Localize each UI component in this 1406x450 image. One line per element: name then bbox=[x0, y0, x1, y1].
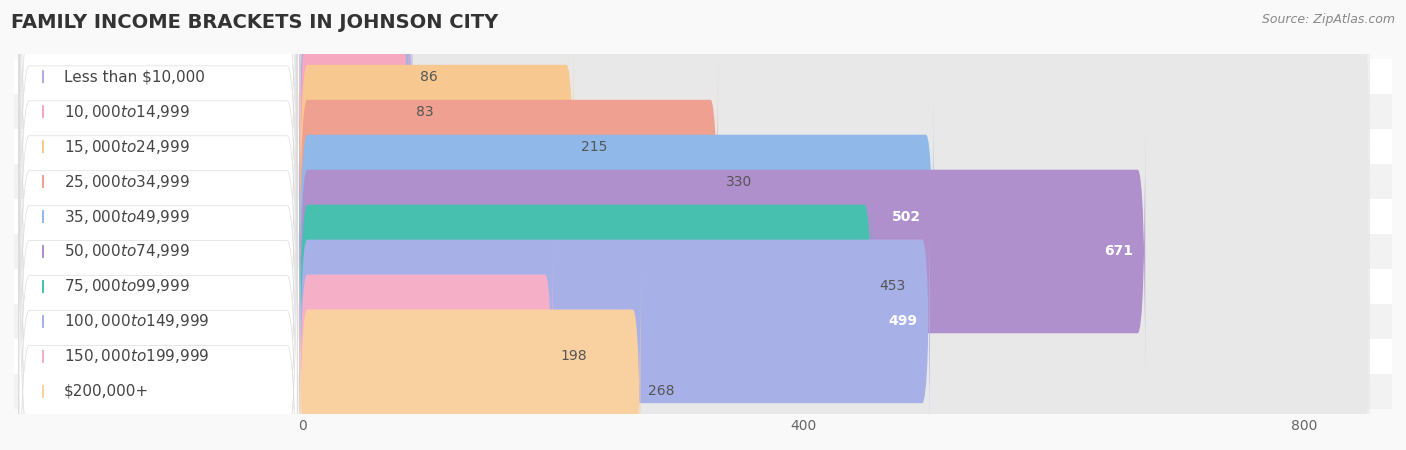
Text: $15,000 to $24,999: $15,000 to $24,999 bbox=[65, 138, 190, 156]
Text: FAMILY INCOME BRACKETS IN JOHNSON CITY: FAMILY INCOME BRACKETS IN JOHNSON CITY bbox=[11, 14, 499, 32]
FancyBboxPatch shape bbox=[299, 263, 1369, 450]
FancyBboxPatch shape bbox=[20, 53, 297, 450]
FancyBboxPatch shape bbox=[299, 229, 553, 450]
FancyBboxPatch shape bbox=[20, 0, 297, 450]
Text: Source: ZipAtlas.com: Source: ZipAtlas.com bbox=[1261, 14, 1395, 27]
Text: 453: 453 bbox=[880, 279, 905, 293]
FancyBboxPatch shape bbox=[299, 0, 1369, 205]
Text: 671: 671 bbox=[1104, 244, 1133, 258]
FancyBboxPatch shape bbox=[299, 0, 1369, 239]
Text: $50,000 to $74,999: $50,000 to $74,999 bbox=[65, 243, 190, 261]
Text: $25,000 to $34,999: $25,000 to $34,999 bbox=[65, 172, 190, 190]
FancyBboxPatch shape bbox=[20, 158, 297, 450]
FancyBboxPatch shape bbox=[299, 124, 1369, 379]
Text: $75,000 to $99,999: $75,000 to $99,999 bbox=[65, 278, 190, 296]
Text: $10,000 to $14,999: $10,000 to $14,999 bbox=[65, 103, 190, 121]
Bar bbox=[14, 59, 1392, 94]
FancyBboxPatch shape bbox=[20, 122, 297, 450]
FancyBboxPatch shape bbox=[299, 19, 1369, 274]
Text: 502: 502 bbox=[891, 210, 921, 224]
Text: 499: 499 bbox=[889, 315, 917, 328]
FancyBboxPatch shape bbox=[299, 54, 1369, 310]
Text: 215: 215 bbox=[582, 140, 607, 153]
FancyBboxPatch shape bbox=[299, 89, 1369, 344]
Bar bbox=[14, 199, 1392, 234]
Text: $200,000+: $200,000+ bbox=[65, 384, 149, 399]
Bar bbox=[14, 304, 1392, 339]
Bar bbox=[14, 234, 1392, 269]
Text: 330: 330 bbox=[725, 175, 752, 189]
FancyBboxPatch shape bbox=[299, 89, 934, 344]
FancyBboxPatch shape bbox=[299, 19, 574, 274]
Bar bbox=[14, 164, 1392, 199]
Text: Less than $10,000: Less than $10,000 bbox=[65, 69, 205, 84]
FancyBboxPatch shape bbox=[299, 194, 1369, 449]
Text: $150,000 to $199,999: $150,000 to $199,999 bbox=[65, 347, 209, 365]
FancyBboxPatch shape bbox=[299, 0, 412, 205]
FancyBboxPatch shape bbox=[299, 194, 929, 449]
FancyBboxPatch shape bbox=[299, 124, 1144, 379]
FancyBboxPatch shape bbox=[299, 263, 640, 450]
FancyBboxPatch shape bbox=[20, 0, 297, 415]
FancyBboxPatch shape bbox=[20, 0, 297, 380]
Bar bbox=[14, 129, 1392, 164]
FancyBboxPatch shape bbox=[20, 88, 297, 450]
Text: 198: 198 bbox=[560, 349, 586, 363]
FancyBboxPatch shape bbox=[20, 0, 297, 310]
FancyBboxPatch shape bbox=[299, 54, 718, 310]
Text: 83: 83 bbox=[416, 105, 434, 119]
FancyBboxPatch shape bbox=[299, 158, 872, 414]
Text: $35,000 to $49,999: $35,000 to $49,999 bbox=[65, 207, 190, 225]
FancyBboxPatch shape bbox=[20, 18, 297, 450]
FancyBboxPatch shape bbox=[299, 158, 1369, 414]
Bar bbox=[14, 374, 1392, 409]
Bar bbox=[14, 94, 1392, 129]
Bar bbox=[14, 269, 1392, 304]
Bar bbox=[14, 339, 1392, 374]
FancyBboxPatch shape bbox=[299, 0, 409, 239]
Text: 86: 86 bbox=[420, 70, 437, 84]
FancyBboxPatch shape bbox=[20, 0, 297, 346]
Text: $100,000 to $149,999: $100,000 to $149,999 bbox=[65, 312, 209, 330]
FancyBboxPatch shape bbox=[299, 229, 1369, 450]
Text: 268: 268 bbox=[648, 384, 675, 398]
